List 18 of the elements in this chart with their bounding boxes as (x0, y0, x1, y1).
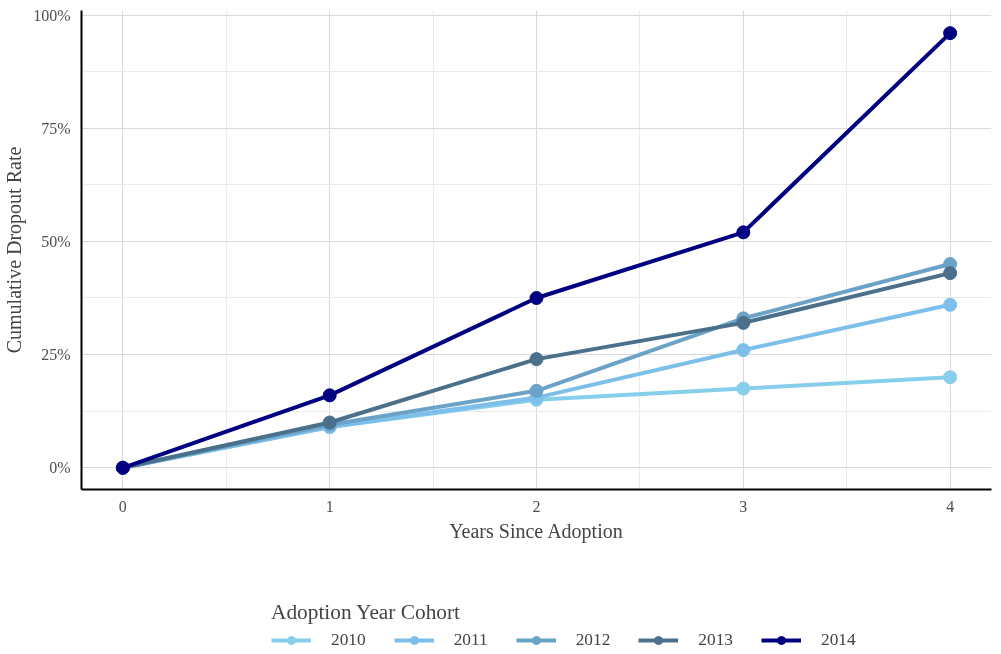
x-tick-label: 0 (118, 497, 127, 515)
legend-title: Adoption Year Cohort (271, 600, 461, 625)
y-tick-label: 75% (41, 119, 71, 137)
legend-label: 2010 (331, 630, 366, 650)
y-tick-label: 0% (49, 459, 71, 477)
x-tick-label: 3 (739, 497, 748, 515)
y-tick-label: 25% (41, 346, 71, 364)
x-tick-label: 1 (325, 497, 334, 515)
y-axis-title: Cumulative Dropout Rate (3, 146, 27, 354)
y-tick-label: 100% (33, 6, 71, 24)
legend-label: 2014 (820, 630, 856, 650)
x-tick-label: 4 (946, 497, 955, 515)
legend-label: 2012 (575, 630, 611, 650)
legend-label: 2011 (453, 630, 488, 650)
legend-label: 2013 (698, 630, 733, 650)
x-axis-title: Years Since Adoption (449, 519, 623, 543)
x-tick-label: 2 (532, 497, 541, 515)
y-tick-label: 50% (41, 232, 71, 250)
